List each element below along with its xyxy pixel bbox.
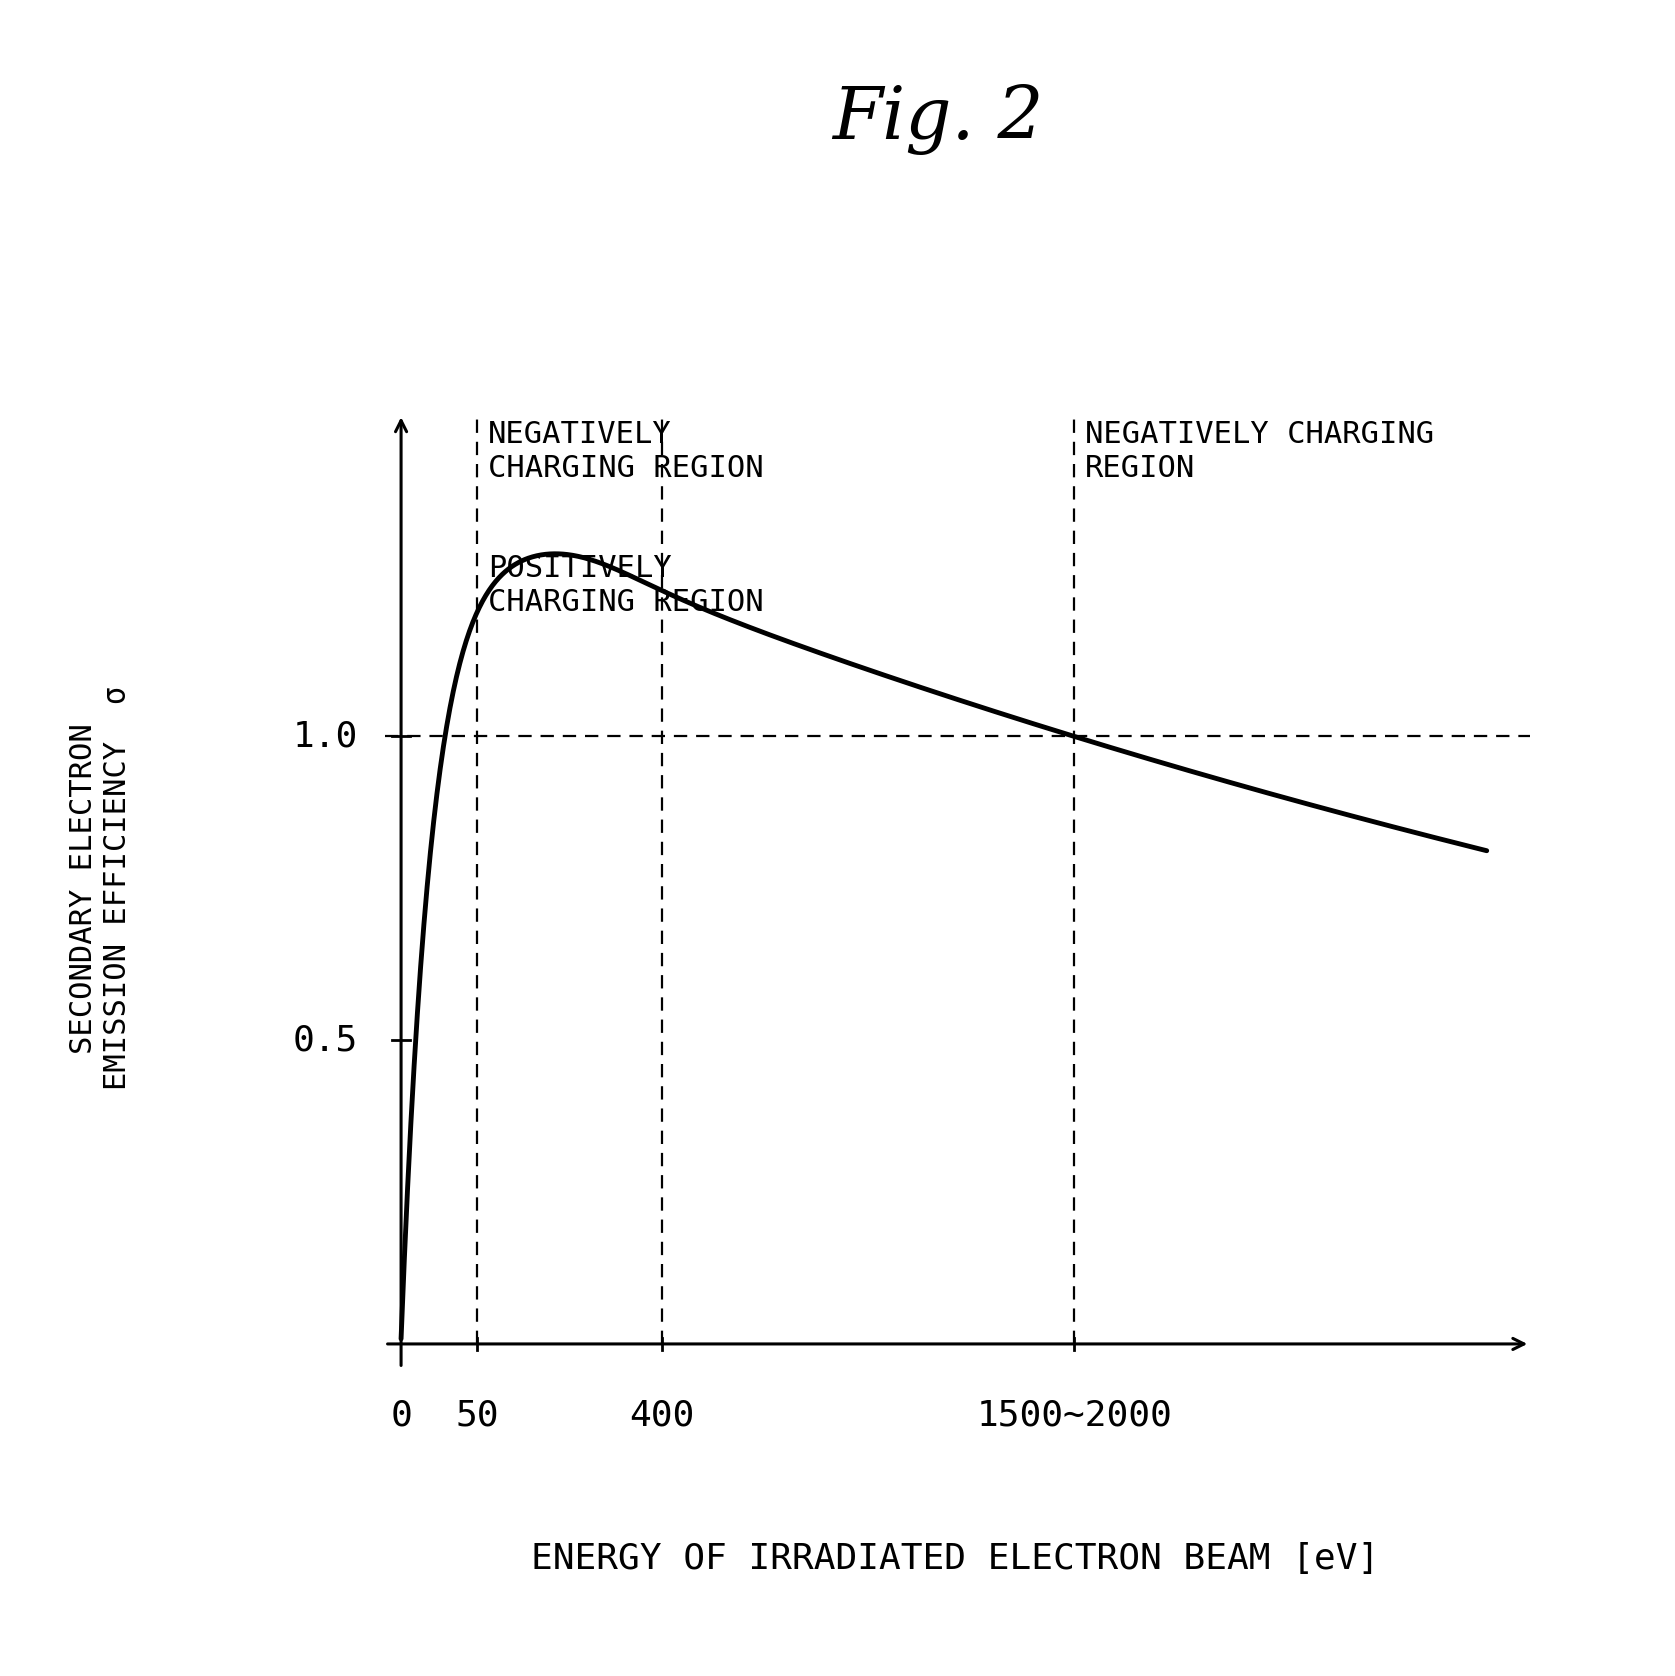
Text: 0.5: 0.5	[293, 1022, 358, 1058]
Text: NEGATIVELY
CHARGING REGION: NEGATIVELY CHARGING REGION	[487, 421, 764, 483]
Text: 1.0: 1.0	[293, 719, 358, 754]
Text: 400: 400	[630, 1398, 693, 1433]
Text: NEGATIVELY CHARGING
REGION: NEGATIVELY CHARGING REGION	[1085, 421, 1434, 483]
Text: 1500∼2000: 1500∼2000	[977, 1398, 1172, 1433]
Text: Fig. 2: Fig. 2	[832, 84, 1044, 154]
Text: 0: 0	[390, 1398, 412, 1433]
Text: 50: 50	[456, 1398, 499, 1433]
Text: SECONDARY ELECTRON
EMISSION EFFICIENCY  σ: SECONDARY ELECTRON EMISSION EFFICIENCY σ	[69, 685, 132, 1091]
Text: POSITIVELY
CHARGING REGION: POSITIVELY CHARGING REGION	[487, 555, 764, 617]
Text: ENERGY OF IRRADIATED ELECTRON BEAM [eV]: ENERGY OF IRRADIATED ELECTRON BEAM [eV]	[531, 1542, 1379, 1575]
